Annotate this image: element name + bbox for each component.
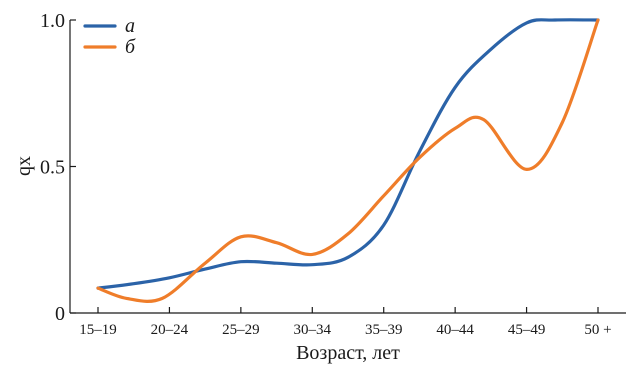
y-axis-label: qx [13, 156, 35, 176]
series-line-2 [96, 18, 600, 303]
legend-label-2: б [125, 36, 136, 58]
series-line-1 [96, 18, 600, 290]
x-ticks: 15–19 20–24 25–29 30–34 35–39 40–44 45–49 50 + [79, 307, 612, 338]
x-tick-label: 15–19 [79, 322, 117, 338]
y-tick-label: 1.0 [40, 10, 65, 32]
legend: аб [83, 15, 136, 58]
x-tick-label: 35–39 [365, 322, 403, 338]
series-layer [96, 18, 600, 303]
x-tick-label: 50 + [584, 322, 611, 338]
x-tick-label: 40–44 [436, 322, 474, 338]
x-tick-label: 45–49 [508, 322, 546, 338]
x-tick-label: 30–34 [294, 322, 332, 338]
x-tick-label: 20–24 [151, 322, 189, 338]
x-axis-label: Возраст, лет [296, 342, 400, 364]
legend-label-1: а [125, 15, 135, 37]
x-tick-label: 25–29 [222, 322, 260, 338]
y-tick-label: 0 [55, 303, 65, 325]
y-tick-label: 0.5 [40, 157, 65, 179]
y-ticks: 0 0.5 1.0 [40, 10, 76, 325]
